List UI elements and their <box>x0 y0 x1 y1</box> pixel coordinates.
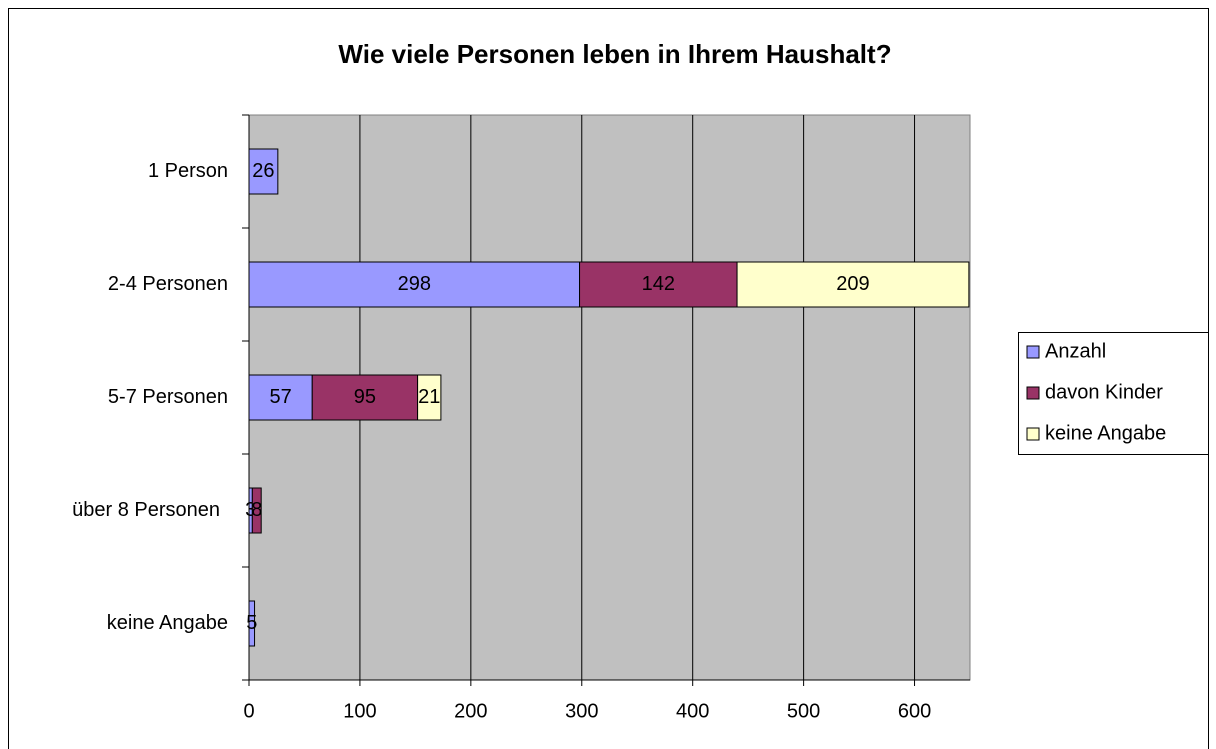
x-tick-label: 600 <box>898 700 931 722</box>
x-tick-label: 0 <box>243 700 254 722</box>
legend-label: Anzahl <box>1045 340 1106 362</box>
x-tick-label: 400 <box>676 700 709 722</box>
data-label: 142 <box>642 273 675 295</box>
data-label: 5 <box>246 612 257 634</box>
data-label: 298 <box>398 273 431 295</box>
data-label: 21 <box>418 386 440 408</box>
bar-segment <box>417 374 442 421</box>
legend-swatch <box>1026 386 1040 400</box>
legend-label: davon Kinder <box>1045 381 1163 403</box>
bar-segment <box>251 487 262 534</box>
x-tick-label: 300 <box>565 700 598 722</box>
y-tick-label: 2-4 Personen <box>108 273 228 295</box>
legend-label: keine Angabe <box>1045 422 1166 444</box>
x-tick-label: 200 <box>454 700 487 722</box>
data-label: 3 <box>245 499 256 521</box>
y-tick-label: 5-7 Personen <box>108 386 228 408</box>
legend-swatch <box>1026 345 1040 359</box>
data-label: 57 <box>269 386 291 408</box>
bar-segment <box>248 148 279 195</box>
y-tick-label: 1 Person <box>148 160 228 182</box>
data-label: 26 <box>252 160 274 182</box>
chart-title: Wie viele Personen leben in Ihrem Hausha… <box>338 39 891 69</box>
bar-segment <box>248 374 313 421</box>
data-label: 95 <box>354 386 376 408</box>
x-tick-label: 100 <box>343 700 376 722</box>
legend-swatch <box>1026 427 1040 441</box>
x-tick-label: 500 <box>787 700 820 722</box>
data-label: 209 <box>836 273 869 295</box>
bar-segment <box>736 261 970 308</box>
data-label: 8 <box>251 499 262 521</box>
y-tick-label: über 8 Personen <box>72 499 220 521</box>
legend <box>1018 332 1209 455</box>
bar-segment <box>248 261 581 308</box>
bar-segment <box>311 374 419 421</box>
bar-segment <box>248 600 256 647</box>
y-tick-label: keine Angabe <box>107 612 228 634</box>
